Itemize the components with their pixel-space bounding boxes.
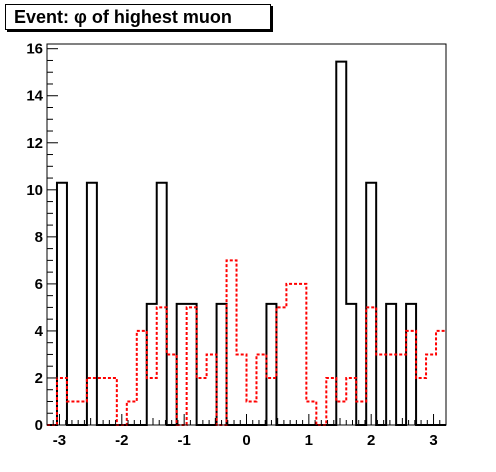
- chart-title: Event: φ of highest muon: [5, 4, 271, 30]
- y-tick-label: 0: [35, 417, 43, 434]
- x-tick-label: -1: [177, 432, 190, 449]
- y-tick-label: 10: [26, 182, 43, 199]
- x-tick-label: 0: [242, 432, 250, 449]
- x-tick-label: 3: [429, 432, 437, 449]
- y-tick-label: 6: [35, 276, 43, 293]
- y-tick-label: 14: [26, 88, 43, 105]
- y-tick-label: 12: [26, 135, 43, 152]
- x-tick-label: -2: [115, 432, 128, 449]
- y-tick-label: 16: [26, 41, 43, 58]
- x-tick-label: 1: [305, 432, 313, 449]
- x-tick-label: 2: [367, 432, 375, 449]
- x-tick-label: -3: [53, 432, 66, 449]
- y-tick-label: 2: [35, 370, 43, 387]
- y-tick-label: 4: [35, 323, 44, 340]
- y-tick-label: 8: [35, 229, 43, 246]
